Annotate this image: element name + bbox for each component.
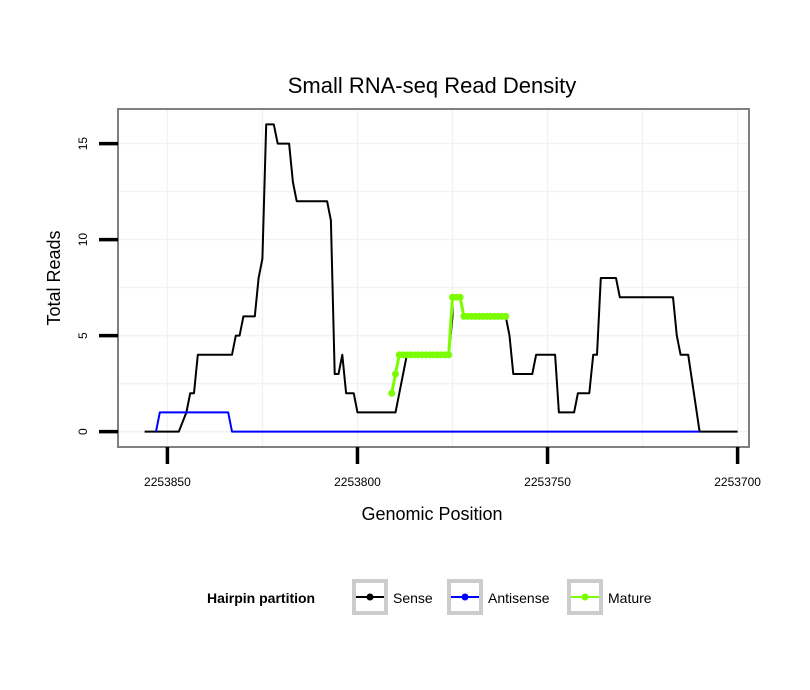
- legend-swatch-point-antisense: [461, 593, 469, 601]
- legend-label-mature: Mature: [608, 590, 652, 606]
- x-axis-label: Genomic Position: [361, 504, 502, 524]
- mature-point-30: [502, 312, 510, 320]
- y-tick-label-0: 0: [76, 428, 90, 435]
- series-line-sense: [144, 123, 738, 433]
- chart-title: Small RNA-seq Read Density: [288, 73, 577, 98]
- y-tick-label-3: 15: [76, 137, 90, 151]
- mature-point-0: [388, 389, 396, 397]
- y-axis-label: Total Reads: [44, 230, 64, 325]
- mature-point-15: [445, 351, 453, 359]
- legend-title: Hairpin partition: [207, 590, 315, 606]
- x-tick-label-2: 2253750: [524, 475, 571, 489]
- y-tick-label-2: 10: [76, 233, 90, 247]
- legend: Hairpin partition Sense Antisense Mature: [207, 579, 652, 615]
- plot-panel-border: [117, 108, 750, 448]
- x-tick-label-3: 2253700: [714, 475, 761, 489]
- x-tick-label-1: 2253800: [334, 475, 381, 489]
- mature-point-18: [456, 293, 464, 301]
- grid-lines: [118, 109, 749, 447]
- plot-panel-background: [118, 109, 749, 447]
- legend-label-antisense: Antisense: [488, 590, 550, 606]
- legend-swatch-point-mature: [581, 593, 589, 601]
- series-lines: [144, 123, 738, 433]
- legend-swatch-point-sense: [366, 593, 374, 601]
- series-line-antisense: [155, 411, 700, 433]
- legend-label-sense: Sense: [393, 590, 433, 606]
- y-tick-label-1: 5: [76, 332, 90, 339]
- axes: 2253850 2253800 2253750 2253700 0 5 10 15: [76, 137, 761, 489]
- mature-point-1: [391, 370, 399, 378]
- x-tick-label-0: 2253850: [144, 475, 191, 489]
